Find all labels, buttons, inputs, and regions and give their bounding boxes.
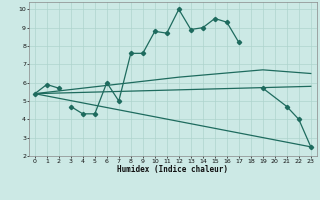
X-axis label: Humidex (Indice chaleur): Humidex (Indice chaleur) <box>117 165 228 174</box>
